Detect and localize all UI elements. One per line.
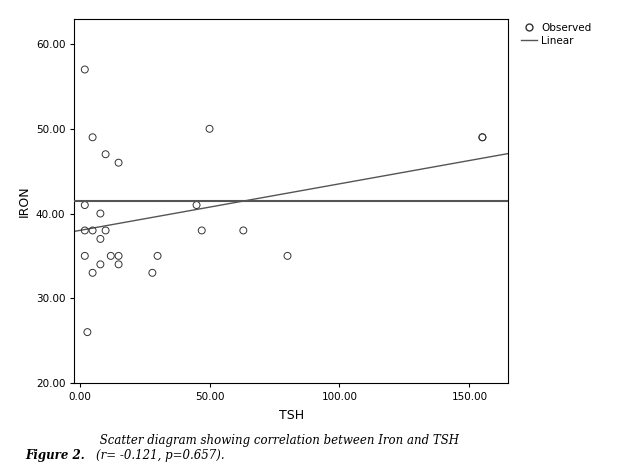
- Point: [95, 261, 105, 268]
- Point: [113, 261, 123, 268]
- Point: [205, 125, 215, 133]
- Point: [192, 201, 202, 209]
- Point: [80, 252, 90, 260]
- Point: [80, 201, 90, 209]
- Point: [113, 252, 123, 260]
- Point: [80, 66, 90, 73]
- Point: [148, 269, 157, 276]
- Point: [283, 252, 293, 260]
- Point: [100, 226, 110, 234]
- Point: [197, 226, 206, 234]
- Legend: Observed, Linear: Observed, Linear: [517, 19, 595, 50]
- Point: [477, 134, 487, 141]
- Point: [82, 328, 92, 336]
- Point: [87, 134, 97, 141]
- Point: [106, 252, 116, 260]
- Point: [95, 210, 105, 217]
- Point: [113, 159, 123, 166]
- Point: [80, 226, 90, 234]
- Point: [87, 269, 97, 276]
- Point: [95, 235, 105, 243]
- Text: Figure 2.: Figure 2.: [25, 449, 84, 462]
- Point: [238, 226, 248, 234]
- X-axis label: TSH: TSH: [279, 409, 304, 422]
- Text: Scatter diagram showing correlation between Iron and TSH
(r= -0.121, p=0.657).: Scatter diagram showing correlation betw…: [96, 434, 459, 462]
- Point: [153, 252, 162, 260]
- Y-axis label: IRON: IRON: [17, 185, 30, 217]
- Point: [100, 150, 110, 158]
- Point: [477, 134, 487, 141]
- Point: [87, 226, 97, 234]
